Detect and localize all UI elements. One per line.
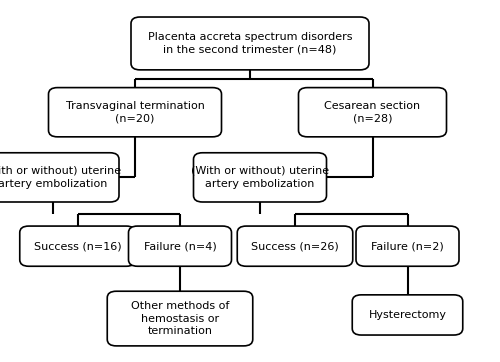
Text: Cesarean section
(n=28): Cesarean section (n=28) — [324, 101, 420, 123]
Text: Failure (n=4): Failure (n=4) — [144, 241, 216, 251]
Text: (With or without) uterine
artery embolization: (With or without) uterine artery emboliz… — [0, 166, 122, 189]
Text: Placenta accreta spectrum disorders
in the second trimester (n=48): Placenta accreta spectrum disorders in t… — [148, 32, 352, 55]
Text: Hysterectomy: Hysterectomy — [368, 310, 446, 320]
FancyBboxPatch shape — [128, 226, 232, 266]
FancyBboxPatch shape — [356, 226, 459, 266]
FancyBboxPatch shape — [298, 88, 446, 137]
FancyBboxPatch shape — [107, 291, 253, 346]
FancyBboxPatch shape — [131, 17, 369, 70]
FancyBboxPatch shape — [237, 226, 352, 266]
FancyBboxPatch shape — [20, 226, 135, 266]
FancyBboxPatch shape — [352, 295, 463, 335]
FancyBboxPatch shape — [194, 153, 326, 202]
Text: Success (n=16): Success (n=16) — [34, 241, 122, 251]
Text: Transvaginal termination
(n=20): Transvaginal termination (n=20) — [66, 101, 204, 123]
Text: Success (n=26): Success (n=26) — [251, 241, 339, 251]
FancyBboxPatch shape — [48, 88, 222, 137]
Text: Failure (n=2): Failure (n=2) — [371, 241, 444, 251]
Text: Other methods of
hemostasis or
termination: Other methods of hemostasis or terminati… — [131, 301, 229, 336]
FancyBboxPatch shape — [0, 153, 119, 202]
Text: (With or without) uterine
artery embolization: (With or without) uterine artery emboliz… — [191, 166, 329, 189]
